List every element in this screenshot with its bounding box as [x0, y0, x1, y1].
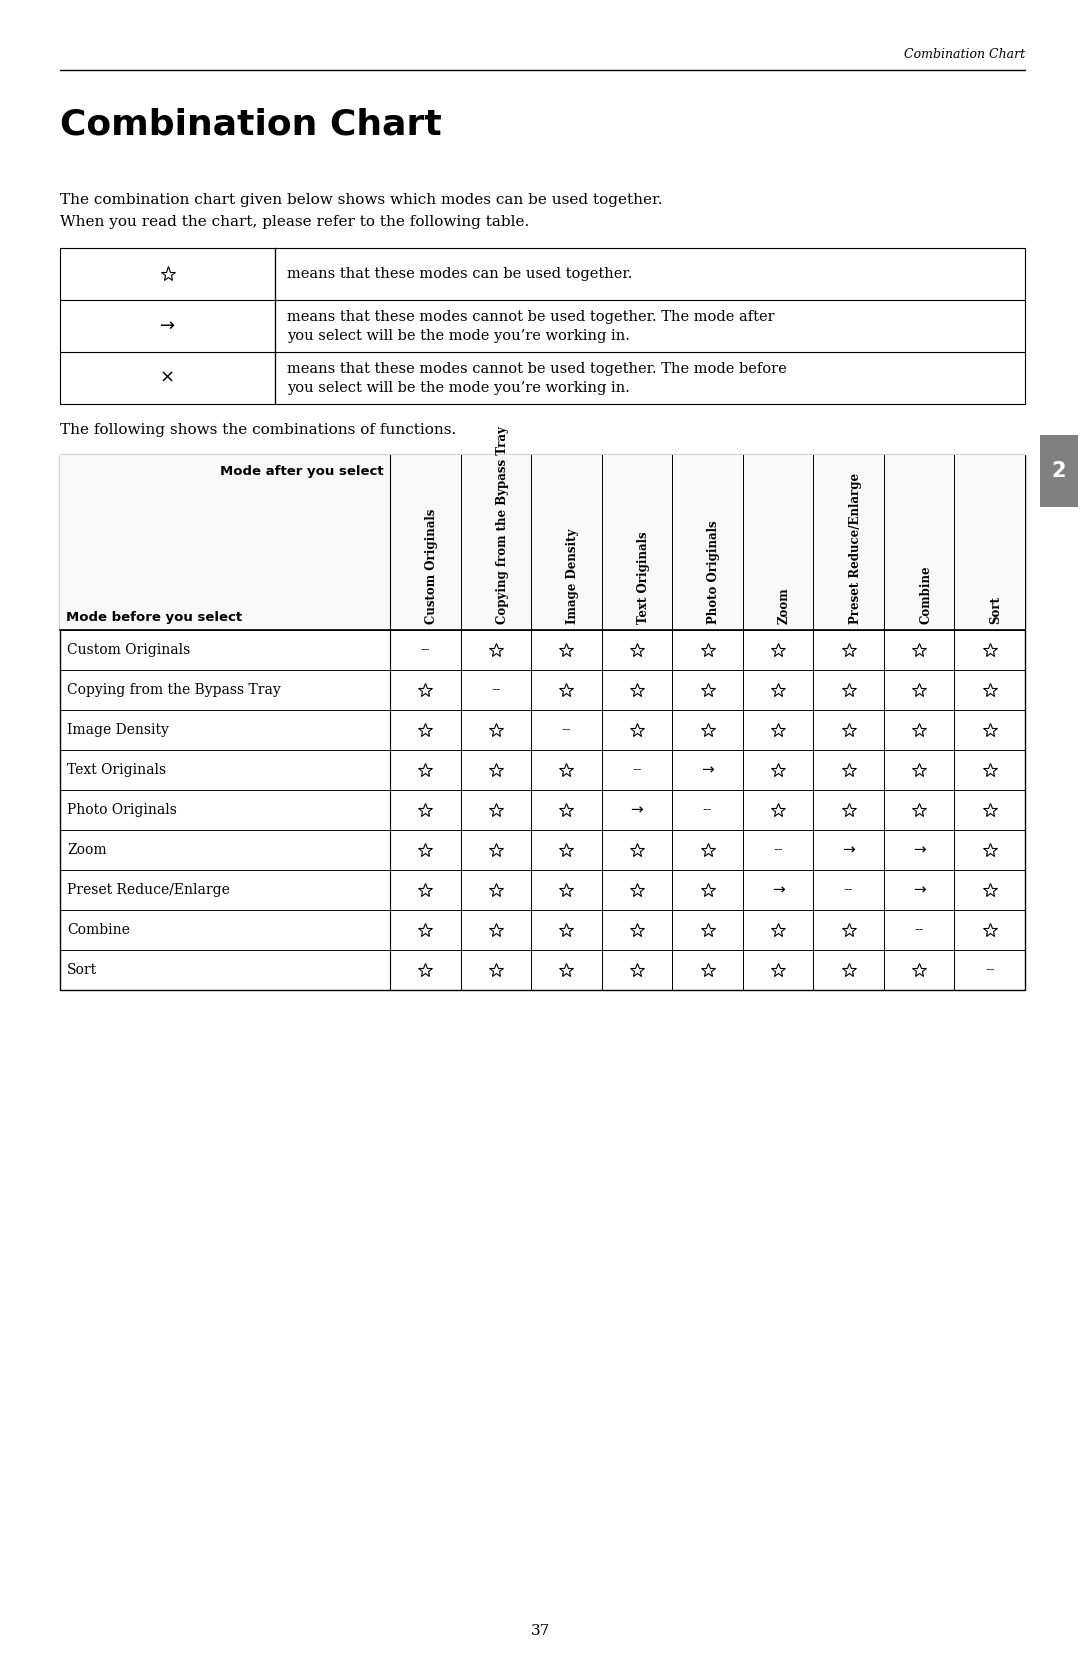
Text: Zoom: Zoom — [778, 587, 791, 624]
Bar — [1040, 436, 1078, 507]
Text: you select will be the mode you’re working in.: you select will be the mode you’re worki… — [287, 381, 630, 396]
Text: Combine: Combine — [919, 566, 932, 624]
Text: --: -- — [843, 883, 853, 896]
Text: →: → — [913, 843, 926, 858]
Text: →: → — [913, 883, 926, 898]
Text: --: -- — [985, 963, 995, 976]
Text: --: -- — [773, 843, 783, 856]
Text: Sort: Sort — [989, 596, 1002, 624]
Text: Combine: Combine — [67, 923, 130, 936]
Text: →: → — [160, 317, 175, 335]
Text: Mode before you select: Mode before you select — [66, 611, 242, 624]
Bar — [60, 249, 1025, 404]
Text: 2: 2 — [1052, 461, 1066, 481]
Text: Copying from the Bypass Tray: Copying from the Bypass Tray — [496, 426, 509, 624]
Text: The following shows the combinations of functions.: The following shows the combinations of … — [60, 422, 456, 437]
Text: --: -- — [420, 643, 430, 658]
Text: Text Originals: Text Originals — [67, 763, 166, 778]
Text: Custom Originals: Custom Originals — [67, 643, 190, 658]
Text: 37: 37 — [530, 1624, 550, 1637]
Bar — [60, 456, 1025, 990]
Text: Preset Reduce/Enlarge: Preset Reduce/Enlarge — [849, 472, 862, 624]
Text: →: → — [772, 883, 784, 898]
Text: --: -- — [632, 763, 642, 778]
Text: →: → — [842, 843, 855, 858]
Text: --: -- — [491, 683, 501, 698]
Text: Copying from the Bypass Tray: Copying from the Bypass Tray — [67, 683, 281, 698]
Text: →: → — [631, 803, 644, 818]
Text: Mode after you select: Mode after you select — [220, 466, 384, 477]
Text: Sort: Sort — [67, 963, 97, 976]
Text: --: -- — [915, 923, 923, 936]
Text: --: -- — [703, 803, 712, 818]
Text: --: -- — [562, 723, 571, 738]
Text: Photo Originals: Photo Originals — [67, 803, 177, 818]
Bar — [60, 456, 1025, 629]
Text: Combination Chart: Combination Chart — [60, 108, 442, 142]
Text: When you read the chart, please refer to the following table.: When you read the chart, please refer to… — [60, 215, 529, 229]
Text: means that these modes cannot be used together. The mode before: means that these modes cannot be used to… — [287, 362, 786, 376]
Text: Photo Originals: Photo Originals — [707, 521, 720, 624]
Text: →: → — [701, 763, 714, 778]
Text: means that these modes cannot be used together. The mode after: means that these modes cannot be used to… — [287, 310, 774, 324]
Text: Image Density: Image Density — [67, 723, 168, 738]
Text: The combination chart given below shows which modes can be used together.: The combination chart given below shows … — [60, 194, 662, 207]
Text: Preset Reduce/Enlarge: Preset Reduce/Enlarge — [67, 883, 230, 896]
Text: means that these modes can be used together.: means that these modes can be used toget… — [287, 267, 633, 280]
Text: Image Density: Image Density — [566, 529, 579, 624]
Text: you select will be the mode you’re working in.: you select will be the mode you’re worki… — [287, 329, 630, 344]
Text: ×: × — [160, 369, 175, 387]
Text: Combination Chart: Combination Chart — [904, 48, 1025, 62]
Text: Text Originals: Text Originals — [637, 531, 650, 624]
Text: Custom Originals: Custom Originals — [426, 509, 438, 624]
Text: Zoom: Zoom — [67, 843, 107, 856]
